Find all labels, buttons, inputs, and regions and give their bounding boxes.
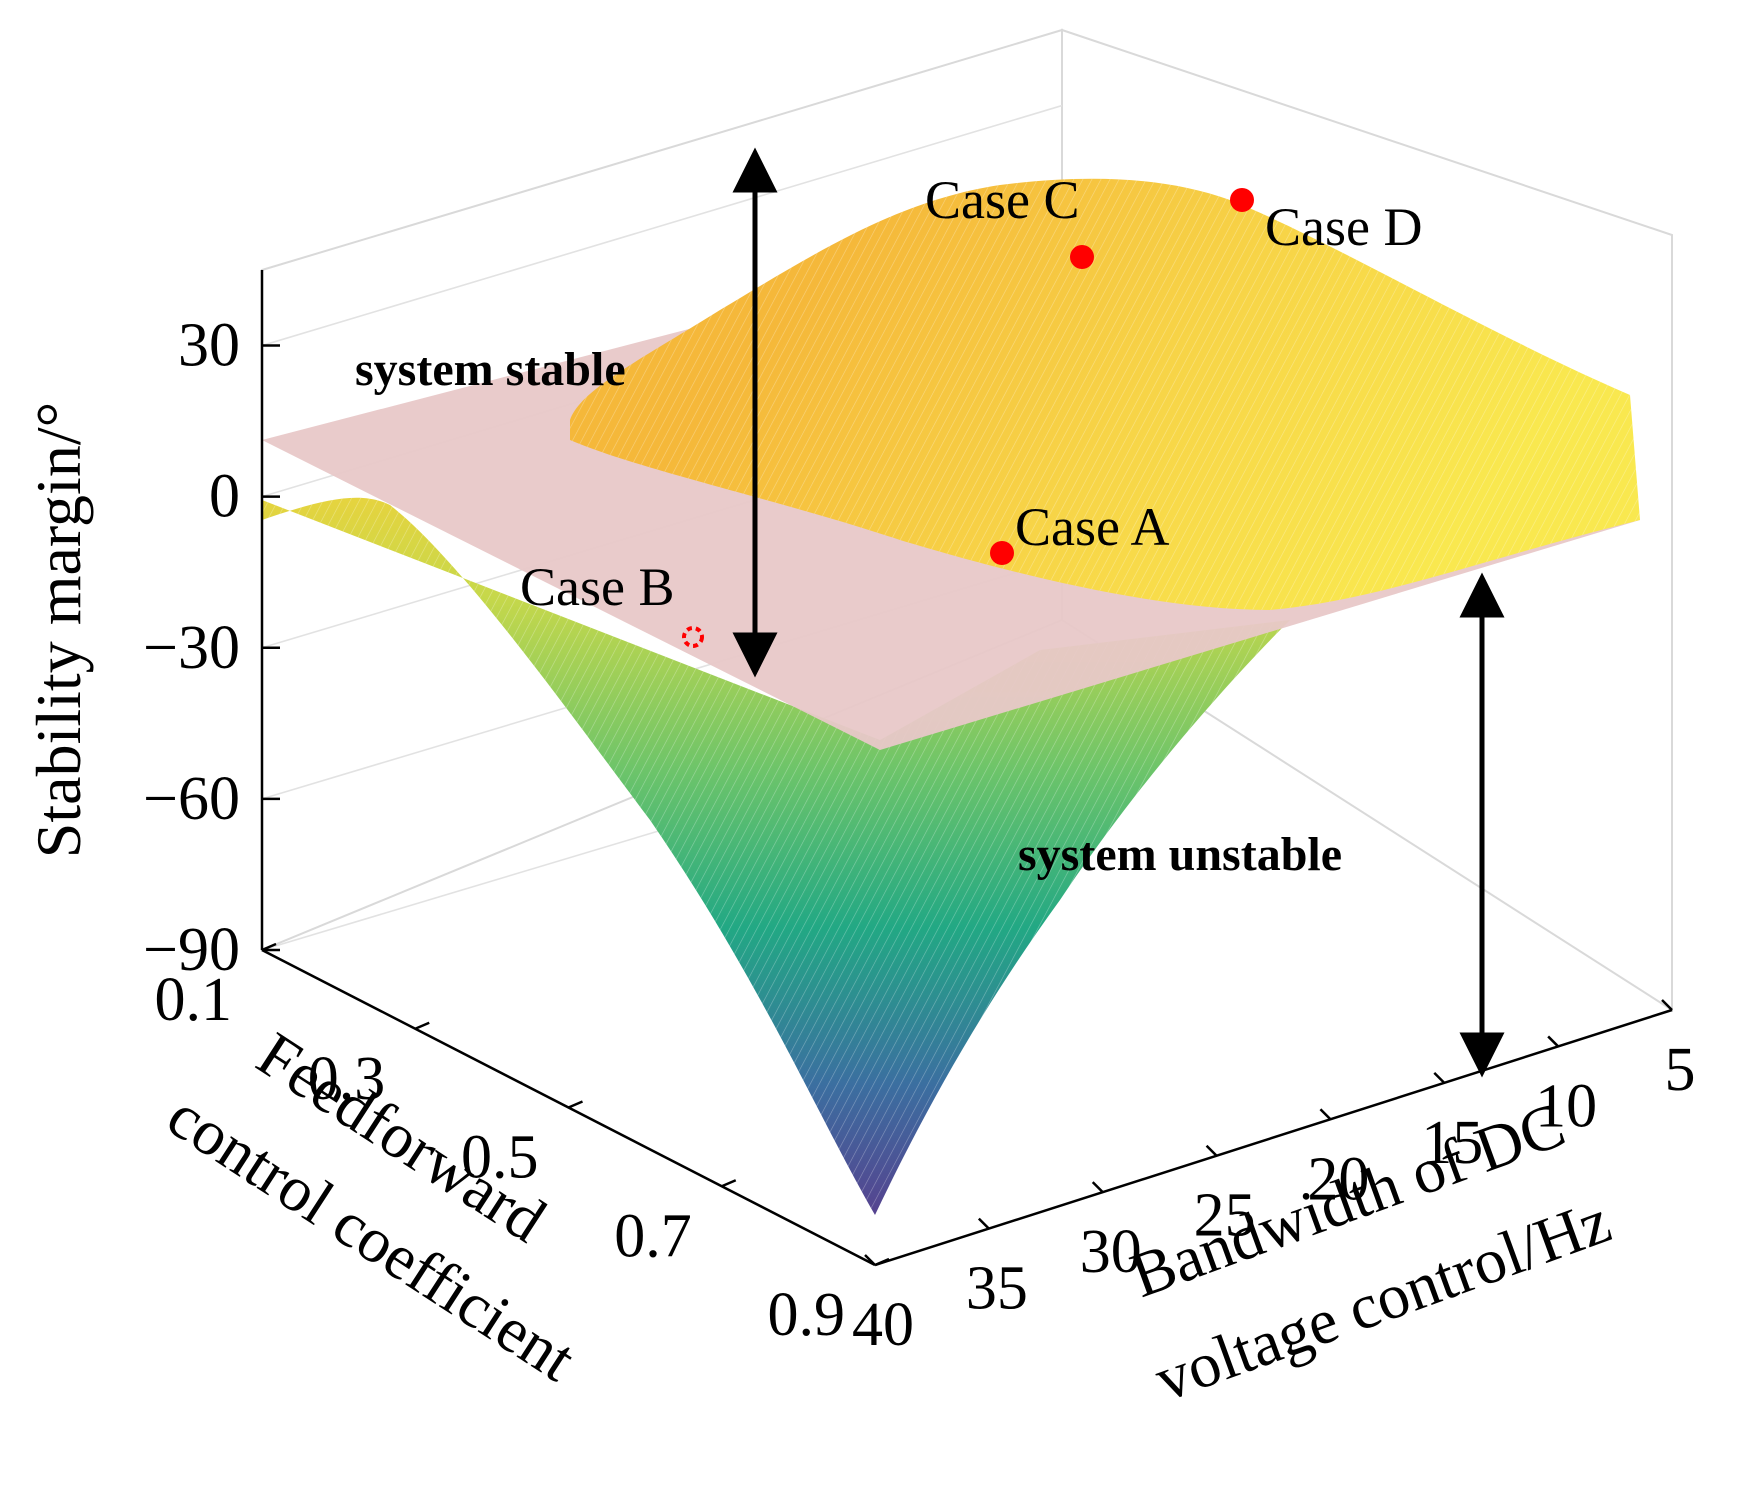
x-tick-mark <box>261 942 277 952</box>
y-tick-label: 30 <box>1080 1218 1142 1286</box>
z-axis-label: Stability margin/° <box>23 402 94 858</box>
y-tick-label: 15 <box>1421 1109 1483 1177</box>
stable-annotation: system stable <box>355 343 626 396</box>
case-point-label: Case C <box>925 170 1080 230</box>
y-tick-label: 35 <box>966 1255 1028 1323</box>
x-tick-label: 0.7 <box>614 1202 692 1270</box>
z-tick-label: 30 <box>178 312 240 380</box>
y-tick-mark <box>1433 1071 1446 1084</box>
x-tick-label: 0.3 <box>308 1045 386 1113</box>
y-tick-mark <box>1205 1144 1218 1157</box>
y-tick-mark <box>1661 999 1673 1011</box>
case-point-marker <box>682 626 704 648</box>
z-tick-label: −90 <box>143 916 240 984</box>
case-point-label: Case B <box>520 557 675 617</box>
case-points: Case A Case B Case C Case D <box>520 170 1422 648</box>
x-tick-mark <box>721 1179 737 1188</box>
y-tick-mark <box>1091 1181 1104 1194</box>
z-tick-label: −30 <box>143 614 240 682</box>
y-tick-label: 10 <box>1535 1072 1597 1140</box>
x-tick-mark <box>874 1257 890 1267</box>
case-point-marker <box>1230 188 1254 212</box>
x-tick-label: 0.5 <box>461 1124 539 1192</box>
y-tick-labels: 5 10 15 20 25 30 35 40 <box>852 1036 1696 1359</box>
surface-upper-mesh <box>570 178 1640 610</box>
x-tick-mark <box>568 1100 583 1109</box>
x-tick-label: 0.1 <box>155 966 233 1034</box>
unstable-annotation: system unstable <box>1018 828 1342 881</box>
y-tick-label: 40 <box>852 1291 914 1359</box>
x-tick-labels: 0.1 0.3 0.5 0.7 0.9 <box>155 966 846 1349</box>
y-tick-label: 25 <box>1194 1182 1256 1250</box>
x-tick-label: 0.9 <box>768 1281 846 1349</box>
x-tick-mark <box>414 1021 430 1030</box>
case-point-label: Case D <box>1265 197 1422 257</box>
y-tick-label: 5 <box>1665 1036 1696 1104</box>
z-grid-line <box>261 104 1063 347</box>
case-point-marker <box>990 541 1014 565</box>
y-tick-mark <box>977 1217 990 1230</box>
y-axis-line <box>874 1008 1673 1267</box>
case-point-label: Case A <box>1015 497 1170 557</box>
z-tick-labels: 30 0 −30 −60 −90 <box>143 312 240 984</box>
case-point-marker <box>1070 245 1094 269</box>
y-tick-label: 20 <box>1307 1145 1369 1213</box>
y-tick-mark <box>864 1254 876 1266</box>
y-tick-mark <box>1319 1108 1332 1121</box>
x-tick-marks <box>261 942 890 1267</box>
z-tick-label: −60 <box>143 765 240 833</box>
y-tick-marks <box>864 999 1673 1266</box>
z-tick-label: 0 <box>209 463 240 531</box>
y-tick-mark <box>1547 1035 1560 1048</box>
